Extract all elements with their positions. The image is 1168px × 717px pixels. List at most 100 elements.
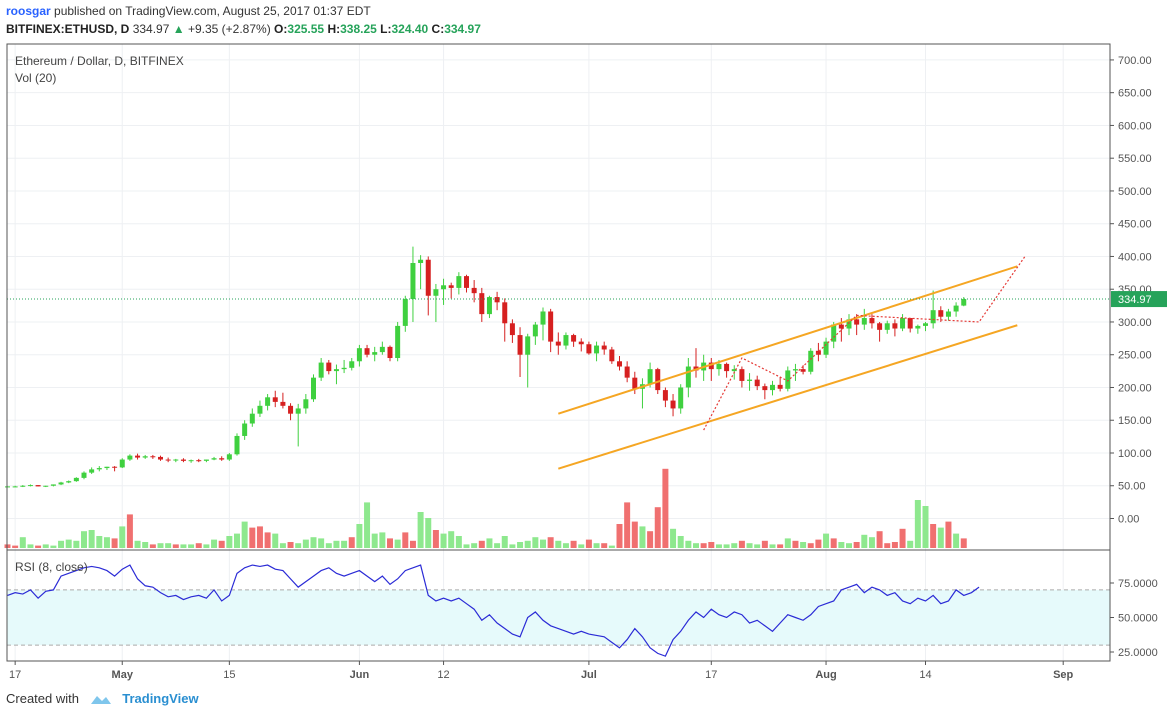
publish-line: roosgar published on TradingView.com, Au…	[6, 4, 371, 18]
volume-bar	[379, 532, 386, 548]
volume-bar	[157, 543, 164, 548]
tradingview-brand[interactable]: TradingView	[122, 691, 199, 706]
candle-body	[762, 386, 768, 391]
candle-body	[112, 466, 118, 468]
candle-body	[953, 305, 959, 312]
candle-body	[326, 362, 332, 372]
candle-body	[777, 384, 783, 389]
candle-body	[303, 399, 309, 409]
volume-bar	[234, 533, 240, 548]
volume-bar	[532, 537, 539, 548]
volume-bar	[853, 542, 860, 548]
candle-body	[938, 310, 944, 317]
candle-body	[387, 346, 393, 359]
candle-body	[456, 276, 462, 288]
volume-bar	[35, 545, 42, 548]
volume-bar	[448, 531, 455, 548]
rsi-band	[7, 589, 1110, 646]
candle-body	[471, 287, 477, 294]
volume-bar	[693, 543, 699, 548]
projection-path	[703, 256, 1026, 431]
candle-body	[838, 324, 844, 329]
volume-bar	[195, 543, 202, 548]
volume-bar	[769, 544, 776, 548]
volume-bar	[585, 539, 592, 548]
candle-body	[823, 341, 829, 355]
volume-bar	[96, 536, 103, 548]
candle-body	[509, 323, 515, 336]
volume-bar	[310, 537, 317, 548]
volume-bar	[463, 544, 470, 548]
volume-bar	[73, 540, 80, 548]
candle-body	[135, 455, 141, 458]
volume-bar	[103, 537, 110, 548]
last-price: 334.97	[132, 22, 170, 36]
volume-bar	[578, 544, 585, 548]
candle-body	[280, 401, 286, 406]
author-name[interactable]: roosgar	[6, 4, 51, 18]
volume-bar	[800, 542, 807, 548]
change-value: +9.35 (+2.87%)	[187, 22, 271, 36]
volume-bar	[478, 540, 485, 548]
candle-body	[945, 311, 951, 317]
candle-body	[464, 276, 469, 288]
price-tick-label: 100.00	[1118, 448, 1152, 460]
volume-bar	[631, 521, 638, 548]
ohlc-line: BITFINEX:ETHUSD, D 334.97 ▲ +9.35 (+2.87…	[6, 22, 481, 36]
volume-bar	[318, 538, 325, 548]
volume-bar	[279, 543, 286, 548]
candle-body	[341, 367, 347, 370]
candle-body	[808, 350, 814, 372]
volume-bar	[387, 538, 393, 548]
volume-bar	[708, 542, 715, 548]
candle-body	[815, 350, 821, 355]
date-tick-label: Jun	[350, 669, 370, 681]
rsi-tick-label: 25.0000	[1118, 647, 1158, 659]
price-axis[interactable]: 700.00 650.00 600.00 550.00 500.00 450.00 400.…	[1110, 55, 1167, 526]
volume-bar	[540, 539, 546, 548]
low-value: 324.40	[391, 22, 429, 36]
volume-bar	[440, 533, 447, 548]
candle-body	[785, 370, 791, 389]
volume-bar	[302, 539, 309, 548]
candle-body	[609, 349, 615, 362]
volume-bar	[119, 526, 126, 548]
plot-border	[6, 43, 1111, 662]
rsi-tick-label: 75.0000	[1118, 578, 1158, 590]
candle-body	[540, 311, 546, 325]
rsi-axis: 75.0000 50.0000 25.0000	[1110, 578, 1158, 659]
candle-body	[708, 362, 714, 370]
volume-bar	[494, 543, 501, 548]
volume-bar	[930, 524, 937, 548]
price-chart[interactable]: 700.00 650.00 600.00 550.00 500.00 450.00 400.…	[0, 40, 1168, 685]
volume-bar	[761, 540, 768, 548]
candle-body	[792, 369, 798, 371]
date-axis[interactable]: 17May15Jun12Jul17Aug14Sep18	[9, 661, 1168, 681]
candle-body	[923, 323, 928, 326]
volume-bar	[899, 528, 906, 548]
price-tick-label: 50.00	[1118, 481, 1146, 493]
candle-body	[731, 369, 737, 372]
candle-body	[716, 363, 722, 370]
date-tick-label: 17	[705, 669, 717, 681]
volume-bar	[455, 536, 462, 548]
rsi-tick-label: 50.0000	[1118, 613, 1158, 625]
open-value: 325.55	[287, 22, 325, 36]
date-tick-label: Aug	[815, 669, 836, 681]
chart-frame	[6, 43, 1111, 662]
volume-bar	[723, 544, 730, 548]
candle-body	[349, 361, 355, 368]
candle-body	[448, 285, 454, 288]
volume-bar	[241, 521, 248, 548]
volume-bar	[792, 540, 799, 548]
volume-bar	[876, 531, 883, 548]
volume-bar	[907, 540, 914, 548]
volume-bar	[524, 540, 531, 548]
volume-bar	[754, 544, 761, 548]
drawings[interactable]	[7, 256, 1110, 470]
candle-body	[770, 384, 775, 391]
candle-body	[58, 482, 64, 485]
candlesticks[interactable]	[5, 246, 967, 488]
candle-body	[364, 348, 370, 355]
candle-body	[739, 369, 745, 381]
